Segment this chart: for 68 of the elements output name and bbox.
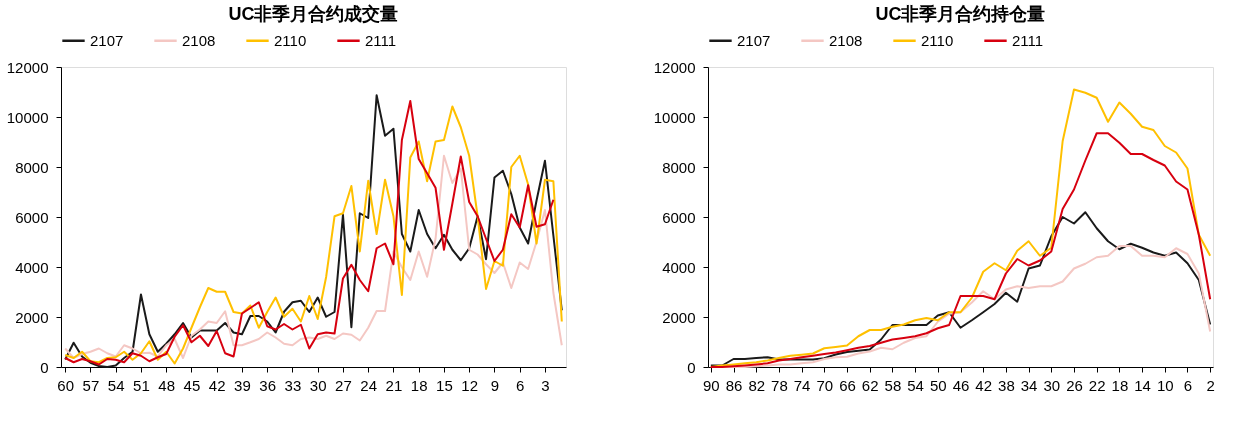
x-tick-label: 74: [793, 376, 811, 394]
x-tick-label: 46: [952, 376, 970, 394]
x-tick-label: 18: [410, 376, 428, 394]
x-tick-label: 58: [884, 376, 902, 394]
x-tick-label: 30: [1043, 376, 1061, 394]
x-tick-label: 18: [1111, 376, 1129, 394]
x-tick-label: 3: [541, 376, 550, 394]
line-series: [64, 154, 563, 359]
x-tick-label: 82: [748, 376, 766, 394]
x-tick-label: 12: [461, 376, 479, 394]
x-tick-label: 60: [57, 376, 75, 394]
y-tick-label: 0: [687, 358, 696, 376]
y-tick-label: 12000: [6, 58, 49, 76]
x-tick-label: 9: [490, 376, 500, 394]
x-tick-label: 34: [1020, 376, 1038, 394]
y-tick-label: 6000: [662, 208, 696, 226]
x-tick-label: 86: [725, 376, 743, 394]
y-tick-label: 2000: [662, 308, 696, 326]
y-tick-label: 2000: [15, 308, 49, 326]
x-tick-label: 39: [234, 376, 251, 394]
x-tick-label: 2: [1206, 376, 1215, 394]
legend-label: 2107: [737, 31, 771, 49]
x-tick-label: 27: [335, 376, 352, 394]
y-tick-label: 4000: [662, 258, 696, 276]
y-tick-label: 4000: [15, 258, 49, 276]
legend-label: 2108: [182, 31, 216, 49]
x-tick-label: 50: [929, 376, 947, 394]
x-tick-label: 78: [771, 376, 788, 394]
x-tick-label: 90: [702, 376, 720, 394]
x-tick-label: 54: [107, 376, 125, 394]
x-tick-label: 6: [516, 376, 525, 394]
x-tick-label: 57: [82, 376, 100, 394]
y-tick-label: 10000: [6, 108, 49, 126]
x-tick-label: 15: [436, 376, 453, 394]
legend-label: 2108: [829, 31, 863, 49]
legend-label: 2110: [274, 31, 307, 49]
y-tick-label: 10000: [653, 108, 696, 126]
y-tick-label: 0: [40, 358, 49, 376]
x-tick-label: 6: [1183, 376, 1193, 394]
x-tick-label: 22: [1088, 376, 1106, 394]
y-tick-label: 6000: [15, 208, 49, 226]
x-tick-label: 10: [1156, 376, 1174, 394]
x-tick-label: 14: [1134, 376, 1151, 394]
x-tick-label: 30: [309, 376, 327, 394]
x-tick-label: 48: [158, 376, 176, 394]
x-tick-label: 66: [839, 376, 856, 394]
x-tick-label: 45: [183, 376, 201, 394]
x-tick-label: 38: [998, 376, 1015, 394]
legend-label: 2111: [1012, 31, 1044, 49]
x-tick-label: 54: [907, 376, 924, 394]
x-tick-label: 70: [816, 376, 834, 394]
legend-label: 2110: [921, 31, 954, 49]
x-tick-label: 36: [259, 376, 277, 394]
x-tick-label: 51: [133, 376, 150, 394]
x-tick-label: 24: [360, 376, 378, 394]
chart-title: UC非季月合约持仓量: [875, 4, 1046, 24]
y-tick-label: 12000: [653, 58, 696, 76]
y-tick-label: 8000: [15, 158, 49, 176]
x-tick-label: 21: [385, 376, 403, 394]
x-tick-label: 42: [975, 376, 993, 394]
y-tick-label: 8000: [662, 158, 696, 176]
x-tick-label: 62: [861, 376, 879, 394]
chart-title: UC非季月合约成交量: [228, 4, 399, 24]
x-tick-label: 33: [284, 376, 302, 394]
legend-label: 2111: [365, 31, 397, 49]
legend-label: 2107: [90, 31, 124, 49]
x-tick-label: 26: [1066, 376, 1083, 394]
x-tick-label: 42: [208, 376, 226, 394]
